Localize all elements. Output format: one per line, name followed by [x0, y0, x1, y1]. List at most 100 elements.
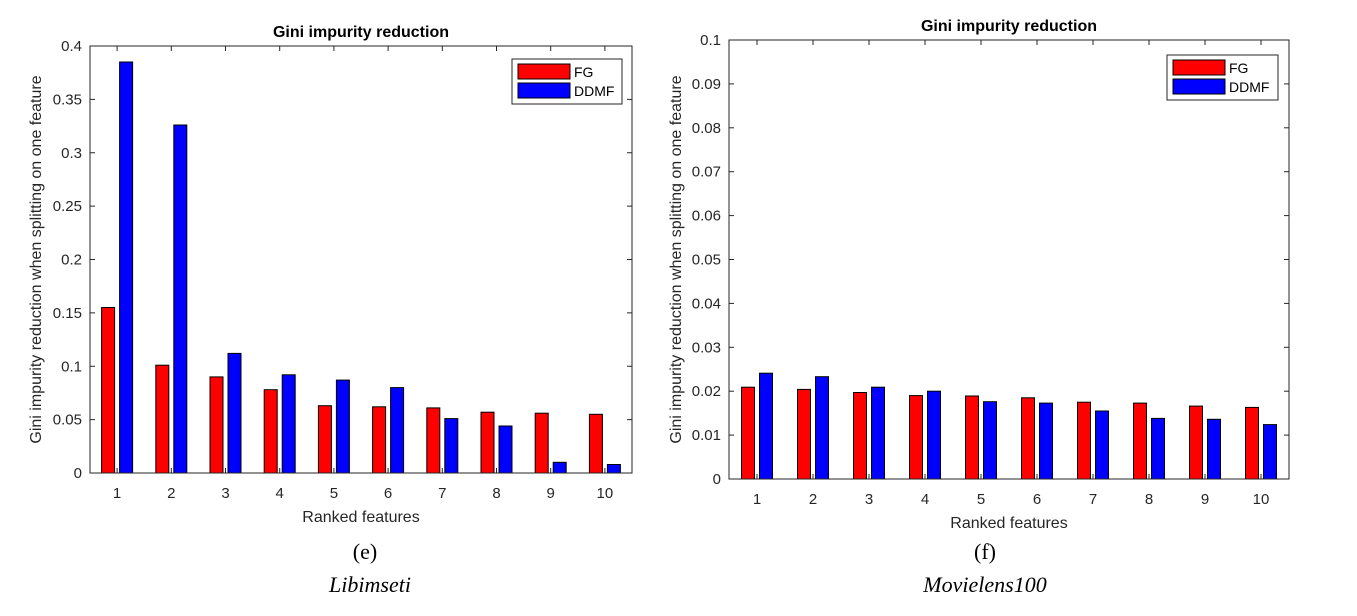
legend-swatch-ddmf [1172, 78, 1226, 95]
caption-name-movielens100: Movielens100 [923, 572, 1047, 597]
x-tick-label: 8 [492, 485, 500, 502]
bar-fg-9 [1189, 405, 1203, 480]
x-tick-label: 7 [1089, 491, 1097, 508]
bar-ddmf-3 [227, 352, 242, 474]
x-tick-label: 1 [113, 485, 121, 502]
y-tick-label: 0.05 [692, 252, 721, 269]
x-tick-label: 2 [167, 485, 175, 502]
y-tick-label: 0 [713, 471, 721, 488]
bar-ddmf-9 [1207, 418, 1221, 480]
y-tick-label: 0.25 [53, 198, 82, 215]
bar-fg-3 [209, 376, 224, 474]
bar-ddmf-5 [335, 379, 350, 474]
y-tick-label: 0.03 [692, 339, 721, 356]
axes-box [89, 45, 633, 474]
caption-letter-e: (e) [352, 539, 378, 564]
bar-fg-2 [155, 364, 170, 474]
y-axis-label: Gini impurity reduction when splitting o… [28, 75, 45, 443]
x-tick-label: 9 [547, 485, 555, 502]
legend-swatch-fg [1172, 59, 1226, 76]
x-tick-label: 8 [1145, 491, 1153, 508]
legend-label-ddmf: DDMF [1229, 79, 1269, 95]
x-tick-label: 4 [921, 491, 929, 508]
bar-ddmf-5 [983, 401, 997, 480]
bar-ddmf-7 [444, 418, 459, 474]
y-tick-label: 0.4 [61, 38, 82, 55]
bar-ddmf-2 [173, 124, 188, 474]
y-tick-label: 0.2 [61, 252, 82, 269]
x-tick-label: 10 [597, 485, 614, 502]
bar-fg-8 [480, 411, 495, 474]
legend-label-fg: FG [1229, 60, 1248, 76]
legend-swatch-ddmf [517, 82, 571, 99]
y-tick-label: 0.35 [53, 91, 82, 108]
legend-label-fg: FG [574, 64, 593, 80]
x-tick-label: 10 [1253, 491, 1270, 508]
bar-fg-8 [1133, 402, 1147, 480]
y-axis-label: Gini impurity reduction when splitting o… [668, 75, 685, 443]
axes-box [728, 39, 1290, 480]
y-tick-label: 0.02 [692, 383, 721, 400]
bar-ddmf-8 [498, 425, 513, 474]
x-tick-label: 5 [977, 491, 985, 508]
bar-fg-6 [372, 406, 387, 474]
legend: FG DDMF [1166, 54, 1279, 101]
bar-ddmf-10 [606, 464, 621, 474]
y-tick-label: 0.09 [692, 76, 721, 93]
x-tick-label: 3 [865, 491, 873, 508]
bar-ddmf-6 [1039, 402, 1053, 480]
bar-ddmf-1 [759, 372, 773, 480]
x-tick-label: 1 [753, 491, 761, 508]
x-tick-label: 5 [330, 485, 338, 502]
x-tick-label: 3 [221, 485, 229, 502]
bar-ddmf-6 [390, 387, 405, 474]
y-tick-label: 0.04 [692, 295, 721, 312]
y-tick-label: 0.08 [692, 120, 721, 137]
bar-fg-5 [965, 395, 979, 480]
legend-swatch-fg [517, 63, 571, 80]
bar-ddmf-3 [871, 386, 885, 480]
y-tick-label: 0.3 [61, 145, 82, 162]
y-tick-label: 0.1 [700, 32, 721, 49]
x-axis-label: Ranked features [302, 509, 419, 526]
bar-fg-6 [1021, 397, 1035, 480]
x-tick-label: 7 [438, 485, 446, 502]
x-tick-label: 9 [1201, 491, 1209, 508]
x-tick-label: 6 [384, 485, 392, 502]
x-tick-label: 6 [1033, 491, 1041, 508]
bar-ddmf-10 [1263, 424, 1277, 480]
legend-label-ddmf: DDMF [574, 83, 614, 99]
bar-fg-10 [588, 413, 603, 474]
bar-fg-5 [317, 405, 332, 474]
bar-fg-1 [741, 386, 755, 480]
chart-title: Gini impurity reduction [921, 18, 1097, 35]
chart-2: 0 0.01 0.02 0.03 0.04 0.05 0.06 0.07 0.08 0.09 0.1… [668, 18, 1290, 532]
y-tick-label: 0.05 [53, 412, 82, 429]
y-tick-label: 0.15 [53, 305, 82, 322]
bar-ddmf-2 [815, 376, 829, 480]
bar-ddmf-1 [119, 61, 134, 474]
bar-ddmf-7 [1095, 410, 1109, 480]
bar-fg-1 [101, 307, 116, 474]
x-tick-label: 4 [276, 485, 284, 502]
y-tick-label: 0.06 [692, 208, 721, 225]
legend: FG DDMF [511, 58, 623, 105]
bar-ddmf-8 [1151, 417, 1165, 480]
y-tick-label: 0 [74, 465, 82, 482]
bar-fg-2 [797, 388, 811, 480]
x-axis-label: Ranked features [950, 515, 1067, 532]
bar-fg-4 [263, 389, 278, 474]
chart-1: 0 0.05 0.1 0.15 0.2 0.25 0.3 0.35 0.4 1 2 3 4 5 6 7 8 9 10… [28, 24, 633, 526]
bar-fg-3 [853, 392, 867, 480]
caption-letter-f: (f) [974, 539, 996, 564]
y-tick-label: 0.1 [61, 358, 82, 375]
bar-ddmf-4 [927, 390, 941, 480]
x-tick-label: 2 [809, 491, 817, 508]
bar-fg-10 [1245, 406, 1259, 480]
caption-name-libimseti: Libimseti [329, 572, 411, 597]
bar-fg-4 [909, 395, 923, 480]
bar-fg-7 [1077, 401, 1091, 480]
bar-fg-7 [426, 407, 441, 474]
y-tick-label: 0.07 [692, 164, 721, 181]
